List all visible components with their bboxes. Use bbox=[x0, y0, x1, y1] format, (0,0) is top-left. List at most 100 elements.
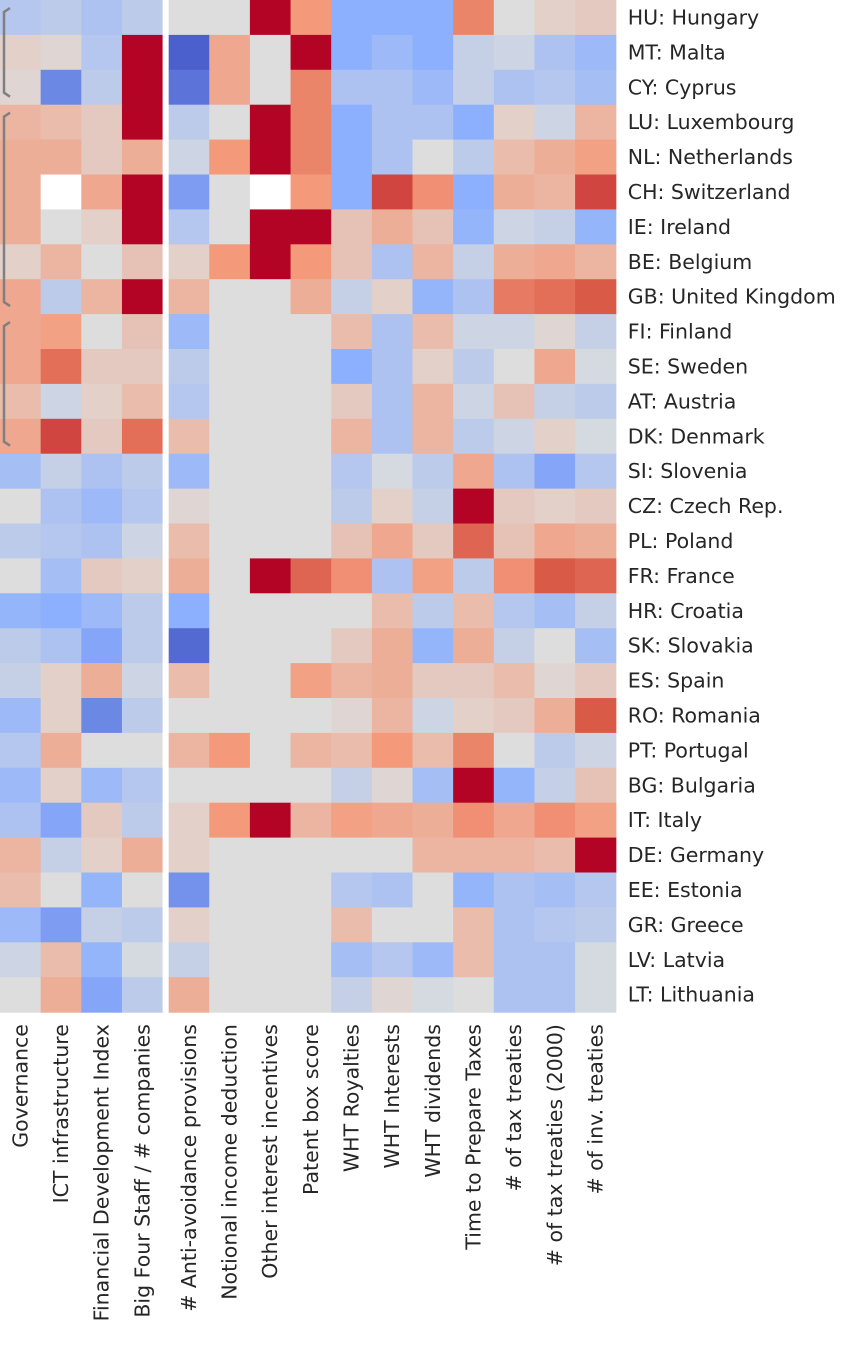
heatmap-cell bbox=[331, 558, 373, 594]
heatmap-cell bbox=[249, 698, 292, 734]
heatmap-cell bbox=[453, 279, 495, 315]
heatmap-cell bbox=[453, 942, 495, 978]
heatmap-cells bbox=[0, 0, 617, 1013]
heatmap-cell bbox=[81, 767, 123, 804]
heatmap-cell bbox=[290, 0, 332, 36]
heatmap-cell bbox=[331, 104, 373, 141]
heatmap-cell bbox=[168, 0, 210, 36]
heatmap-cell bbox=[168, 663, 210, 699]
column-label: WHT dividends bbox=[421, 1024, 445, 1178]
heatmap-cell bbox=[40, 558, 82, 594]
heatmap-cell bbox=[412, 34, 454, 71]
heatmap-cell bbox=[290, 977, 332, 1013]
heatmap-cell bbox=[534, 174, 576, 210]
heatmap-cell bbox=[209, 593, 251, 629]
row-label: SK: Slovakia bbox=[628, 634, 754, 658]
heatmap-cell bbox=[81, 0, 123, 36]
column-label: Governance bbox=[8, 1024, 32, 1148]
heatmap-cell bbox=[0, 488, 42, 525]
heatmap-cell bbox=[0, 244, 42, 280]
heatmap-cell bbox=[371, 279, 414, 315]
heatmap-cell bbox=[331, 663, 373, 699]
heatmap-cell bbox=[209, 349, 251, 385]
heatmap-cell bbox=[331, 767, 373, 804]
heatmap-cell bbox=[493, 558, 536, 594]
heatmap-cell bbox=[209, 279, 251, 315]
heatmap-cell bbox=[40, 383, 82, 420]
heatmap-cell bbox=[534, 0, 576, 36]
heatmap-cell bbox=[331, 383, 373, 420]
row-label: HU: Hungary bbox=[628, 5, 759, 29]
heatmap-cell bbox=[81, 977, 123, 1013]
heatmap-cell bbox=[453, 69, 495, 106]
heatmap-cell bbox=[371, 383, 414, 420]
heatmap-cell bbox=[493, 104, 536, 141]
heatmap-cell bbox=[371, 698, 414, 734]
heatmap-cell bbox=[121, 279, 164, 315]
heatmap-cell bbox=[575, 279, 617, 315]
heatmap-cell bbox=[371, 209, 414, 245]
heatmap-cell bbox=[40, 942, 82, 978]
heatmap-cell bbox=[0, 977, 42, 1013]
heatmap-cell bbox=[81, 279, 123, 315]
heatmap-cell bbox=[453, 314, 495, 350]
heatmap-cell bbox=[290, 279, 332, 315]
heatmap-cell bbox=[0, 767, 42, 804]
heatmap-cell bbox=[81, 139, 123, 176]
heatmap-cell bbox=[40, 0, 82, 36]
heatmap-cell bbox=[0, 349, 42, 385]
heatmap-cell bbox=[0, 593, 42, 629]
heatmap-cell bbox=[534, 34, 576, 71]
heatmap-cell bbox=[371, 523, 414, 559]
heatmap-cell bbox=[249, 349, 292, 385]
heatmap-cell bbox=[412, 698, 454, 734]
heatmap-cell bbox=[290, 488, 332, 525]
heatmap-cell bbox=[40, 209, 82, 245]
heatmap-cell bbox=[121, 488, 164, 525]
heatmap-cell bbox=[412, 383, 454, 420]
heatmap-cell bbox=[290, 418, 332, 455]
heatmap-cell bbox=[209, 383, 251, 420]
heatmap-cell bbox=[534, 872, 576, 908]
heatmap-cell bbox=[168, 69, 210, 106]
heatmap-cell bbox=[40, 523, 82, 559]
heatmap-cell bbox=[249, 732, 292, 769]
heatmap-cell bbox=[290, 69, 332, 106]
heatmap-cell bbox=[575, 488, 617, 525]
heatmap-cell bbox=[534, 558, 576, 594]
heatmap-cell bbox=[412, 837, 454, 874]
heatmap-cell bbox=[331, 349, 373, 385]
heatmap-cell bbox=[493, 628, 536, 664]
heatmap-cell bbox=[0, 69, 42, 106]
row-label: IT: Italy bbox=[628, 808, 702, 832]
heatmap-cell bbox=[453, 802, 495, 839]
heatmap-cell bbox=[575, 942, 617, 978]
heatmap-cell bbox=[40, 174, 82, 210]
heatmap-cell bbox=[40, 104, 82, 141]
heatmap-cell bbox=[412, 593, 454, 629]
heatmap-cell bbox=[453, 244, 495, 280]
heatmap-cell bbox=[249, 279, 292, 315]
heatmap-cell bbox=[575, 872, 617, 908]
heatmap-cell bbox=[290, 558, 332, 594]
heatmap-cell bbox=[412, 279, 454, 315]
heatmap-cell bbox=[290, 837, 332, 874]
heatmap-cell bbox=[575, 732, 617, 769]
heatmap-cell bbox=[575, 558, 617, 594]
heatmap-cell bbox=[290, 139, 332, 176]
heatmap-cell bbox=[575, 977, 617, 1013]
heatmap-cell bbox=[249, 453, 292, 490]
heatmap-cell bbox=[371, 593, 414, 629]
heatmap-cell bbox=[121, 628, 164, 664]
column-label: Time to Prepare Taxes bbox=[461, 1024, 485, 1251]
heatmap-cell bbox=[371, 942, 414, 978]
heatmap-cell bbox=[40, 628, 82, 664]
heatmap-cell bbox=[412, 139, 454, 176]
heatmap-cell bbox=[534, 104, 576, 141]
heatmap-cell bbox=[249, 628, 292, 664]
heatmap-cell bbox=[331, 732, 373, 769]
heatmap-cell bbox=[331, 314, 373, 350]
heatmap-cell bbox=[0, 872, 42, 908]
heatmap-cell bbox=[371, 174, 414, 210]
heatmap-cell bbox=[81, 907, 123, 943]
